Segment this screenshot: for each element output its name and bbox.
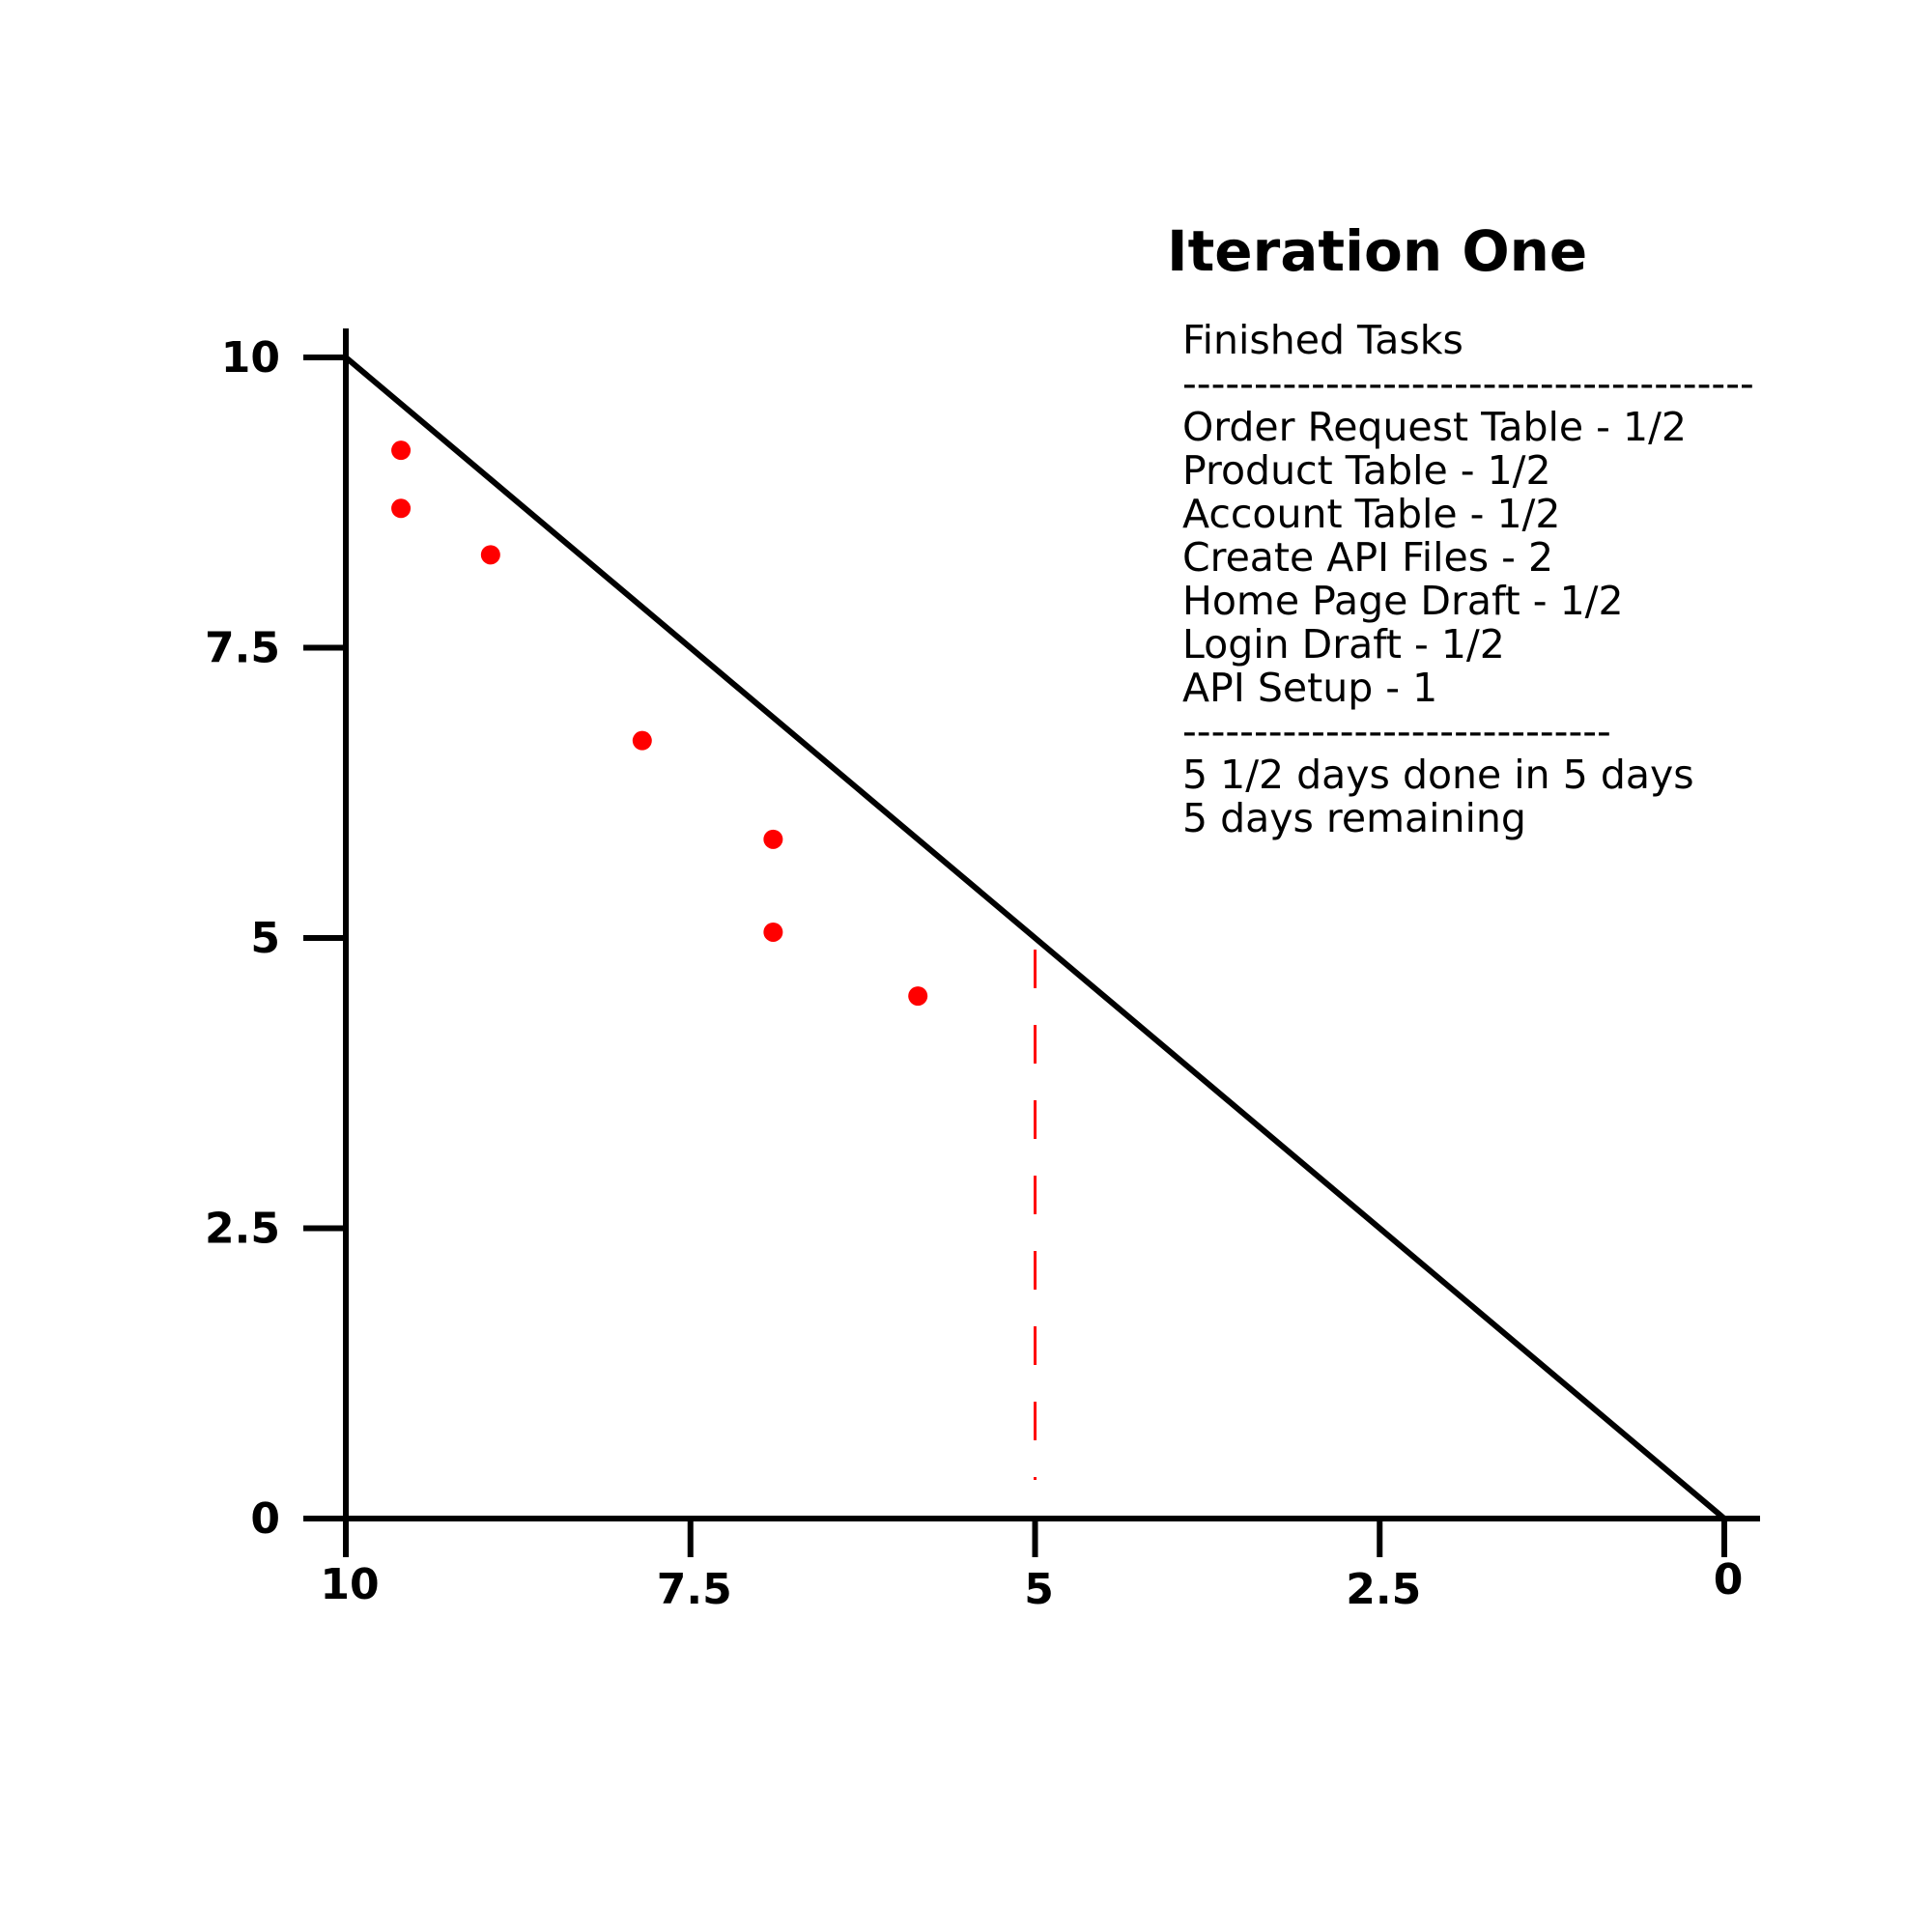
task-item: Account Table - 1/2 <box>1182 491 1561 537</box>
x-tick-label: 5 <box>1024 1565 1054 1614</box>
task-item: Product Table - 1/2 <box>1182 447 1551 494</box>
task-item: Order Request Table - 1/2 <box>1182 404 1687 450</box>
x-tick-label: 7.5 <box>657 1565 732 1614</box>
x-tick-label: 2.5 <box>1346 1565 1421 1614</box>
data-point <box>908 986 928 1007</box>
x-tick-label: 0 <box>1714 1555 1744 1605</box>
task-panel-separator-bottom: ------------------------------ <box>1182 708 1611 754</box>
y-tick-label: 7.5 <box>205 624 280 673</box>
finished-tasks-panel: Finished Tasks -------------------------… <box>1182 319 1754 840</box>
task-item: Create API Files - 2 <box>1182 534 1554 581</box>
chart-title: Iteration One <box>1167 218 1588 284</box>
y-tick-label: 0 <box>250 1494 280 1544</box>
task-item: API Setup - 1 <box>1182 665 1438 711</box>
y-tick-label: 5 <box>250 914 280 963</box>
task-panel-separator-top: ---------------------------------------- <box>1182 360 1754 407</box>
data-point <box>763 829 783 849</box>
y-tick-label: 10 <box>221 333 280 383</box>
chart-lines <box>344 355 1726 1521</box>
y-tick-label: 2.5 <box>205 1205 280 1254</box>
task-item: Login Draft - 1/2 <box>1182 621 1505 668</box>
data-point <box>763 922 783 942</box>
summary-line: 5 1/2 days done in 5 days <box>1182 752 1694 798</box>
data-points <box>391 440 928 1007</box>
ticks: 10 7.5 5 2.5 0 10 7.5 5 2.5 0 <box>205 333 1743 1614</box>
data-point <box>632 730 652 751</box>
task-item: Home Page Draft - 1/2 <box>1182 578 1624 624</box>
summary-line: 5 days remaining <box>1182 795 1526 841</box>
data-point <box>391 440 412 461</box>
data-point <box>391 498 412 519</box>
x-tick-label: 10 <box>320 1560 379 1609</box>
data-point <box>480 545 500 565</box>
task-panel-heading: Finished Tasks <box>1182 317 1463 363</box>
ideal-burndown-line <box>344 355 1726 1521</box>
